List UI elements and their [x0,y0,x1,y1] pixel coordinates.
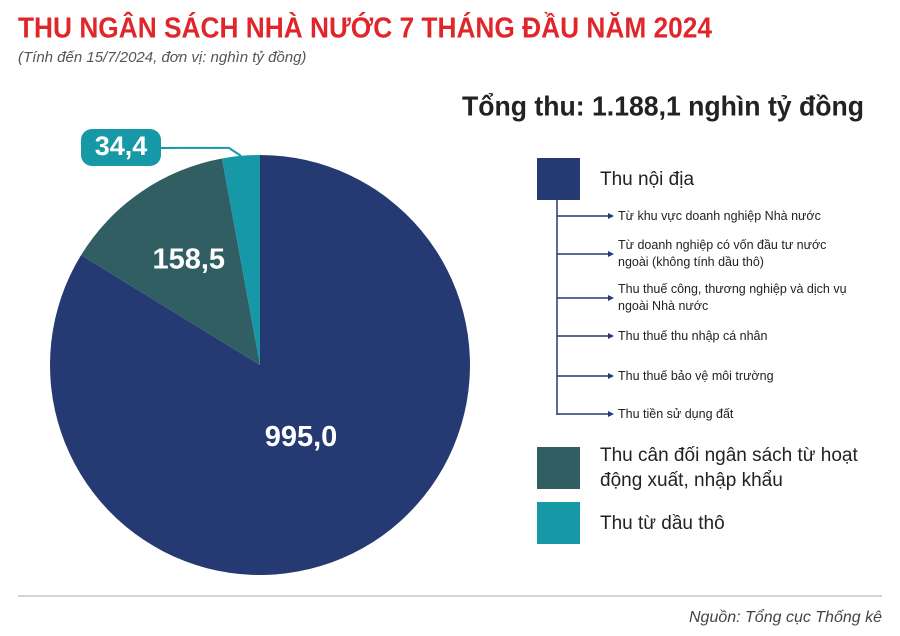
pie-slice [49,155,470,576]
tree-arrow [608,411,614,417]
legend-label: Thu nội địa [600,168,695,190]
legend-label: Thu từ dầu thô [600,512,725,534]
slice-label: 995,0 [265,421,338,453]
tree-arrow [608,251,614,257]
total-label: Tổng thu: 1.188,1 nghìn tỷ đồng [462,90,864,121]
tree-arrow [608,213,614,219]
pie-slice [222,155,260,365]
tree-arrow [608,295,614,301]
callout-box [81,129,161,166]
legend-label: Thu cân đối ngân sách từ hoạt động xuất,… [600,445,858,491]
callout-line [159,146,242,157]
legend-swatch [537,158,580,200]
pie-slice [81,158,261,365]
breakdown-item: Từ khu vực doanh nghiệp Nhà nước [618,208,821,223]
slice-label: 158,5 [152,244,225,276]
breakdown-item: Thu thuế thu nhập cá nhân [618,328,768,343]
breakdown-item: Thu thuế công, thương nghiệp và dịch vụ … [618,282,847,313]
tree-arrow [608,373,614,379]
legend-swatch [537,502,580,544]
slice-label: 34,4 [95,131,148,161]
chart-title: THU NGÂN SÁCH NHÀ NƯỚC 7 THÁNG ĐẦU NĂM 2… [18,11,712,45]
breakdown-item: Từ doanh nghiệp có vốn đầu tư nước ngoài… [618,238,827,269]
chart-subtitle: (Tính đến 15/7/2024, đơn vị: nghìn tỷ đồ… [18,49,306,66]
source: Nguồn: Tổng cục Thống kê [689,608,882,626]
breakdown-item: Thu tiền sử dụng đất [618,406,734,421]
tree-arrow [608,333,614,339]
legend-swatch [537,447,580,489]
breakdown-item: Thu thuế bảo vệ môi trường [618,368,774,383]
